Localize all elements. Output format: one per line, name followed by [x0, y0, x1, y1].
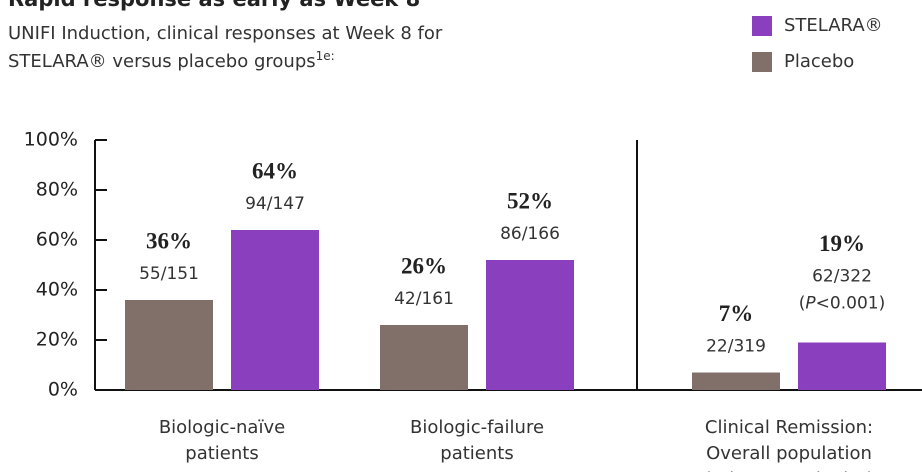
y-tick-label: 80%	[36, 179, 78, 201]
fraction-label: 62/322	[812, 267, 872, 287]
chart-title: Rapid response as early as Week 8	[8, 0, 420, 11]
bar	[380, 325, 468, 390]
y-tick-label: 60%	[36, 229, 78, 251]
legend-swatch	[752, 16, 772, 36]
data-label: 19%	[819, 231, 865, 256]
subtitle: STELARA® versus placebo groups1e:	[8, 49, 335, 73]
fraction-label: 42/161	[394, 289, 454, 309]
x-tick-label: Biologic-failure	[410, 417, 544, 438]
y-tick-label: 40%	[36, 279, 78, 301]
legend-swatch	[752, 52, 772, 72]
bar	[798, 342, 886, 390]
x-tick-label: Clinical Remission:	[705, 417, 873, 438]
bar	[486, 260, 574, 390]
x-tick-label: Biologic-naïve	[159, 417, 285, 438]
y-tick-label: 100%	[24, 129, 78, 151]
data-label: 36%	[146, 228, 192, 253]
footnote: 1e:	[316, 49, 335, 63]
x-tick-label: Overall population	[706, 443, 872, 464]
bar	[125, 300, 213, 390]
fraction-label: 94/147	[245, 194, 305, 214]
subtitle-line: STELARA® versus placebo groups	[8, 51, 316, 72]
data-label: 52%	[507, 188, 553, 213]
fraction-label: 86/166	[500, 224, 560, 244]
y-tick-label: 0%	[48, 379, 78, 401]
annotation-part: P	[805, 294, 816, 314]
legend-label: Placebo	[784, 51, 854, 72]
bar	[231, 230, 319, 390]
fraction-label: 55/151	[139, 264, 199, 284]
annotation: (P<0.001)	[799, 294, 885, 314]
fraction-label: 22/319	[706, 337, 766, 357]
x-tick-label: (Primary Endpoint)	[704, 469, 873, 472]
annotation-part: <0.001)	[816, 294, 886, 314]
y-tick-label: 20%	[36, 329, 78, 351]
annotation-part: (	[799, 294, 806, 314]
data-label: 7%	[719, 301, 754, 326]
legend-label: STELARA®	[784, 15, 883, 36]
bar	[692, 372, 780, 390]
data-label: 26%	[401, 253, 447, 278]
data-label: 64%	[252, 158, 298, 183]
x-tick-label: patients	[185, 443, 258, 464]
x-tick-label: patients	[440, 443, 513, 464]
subtitle: UNIFI Induction, clinical responses at W…	[8, 23, 443, 44]
